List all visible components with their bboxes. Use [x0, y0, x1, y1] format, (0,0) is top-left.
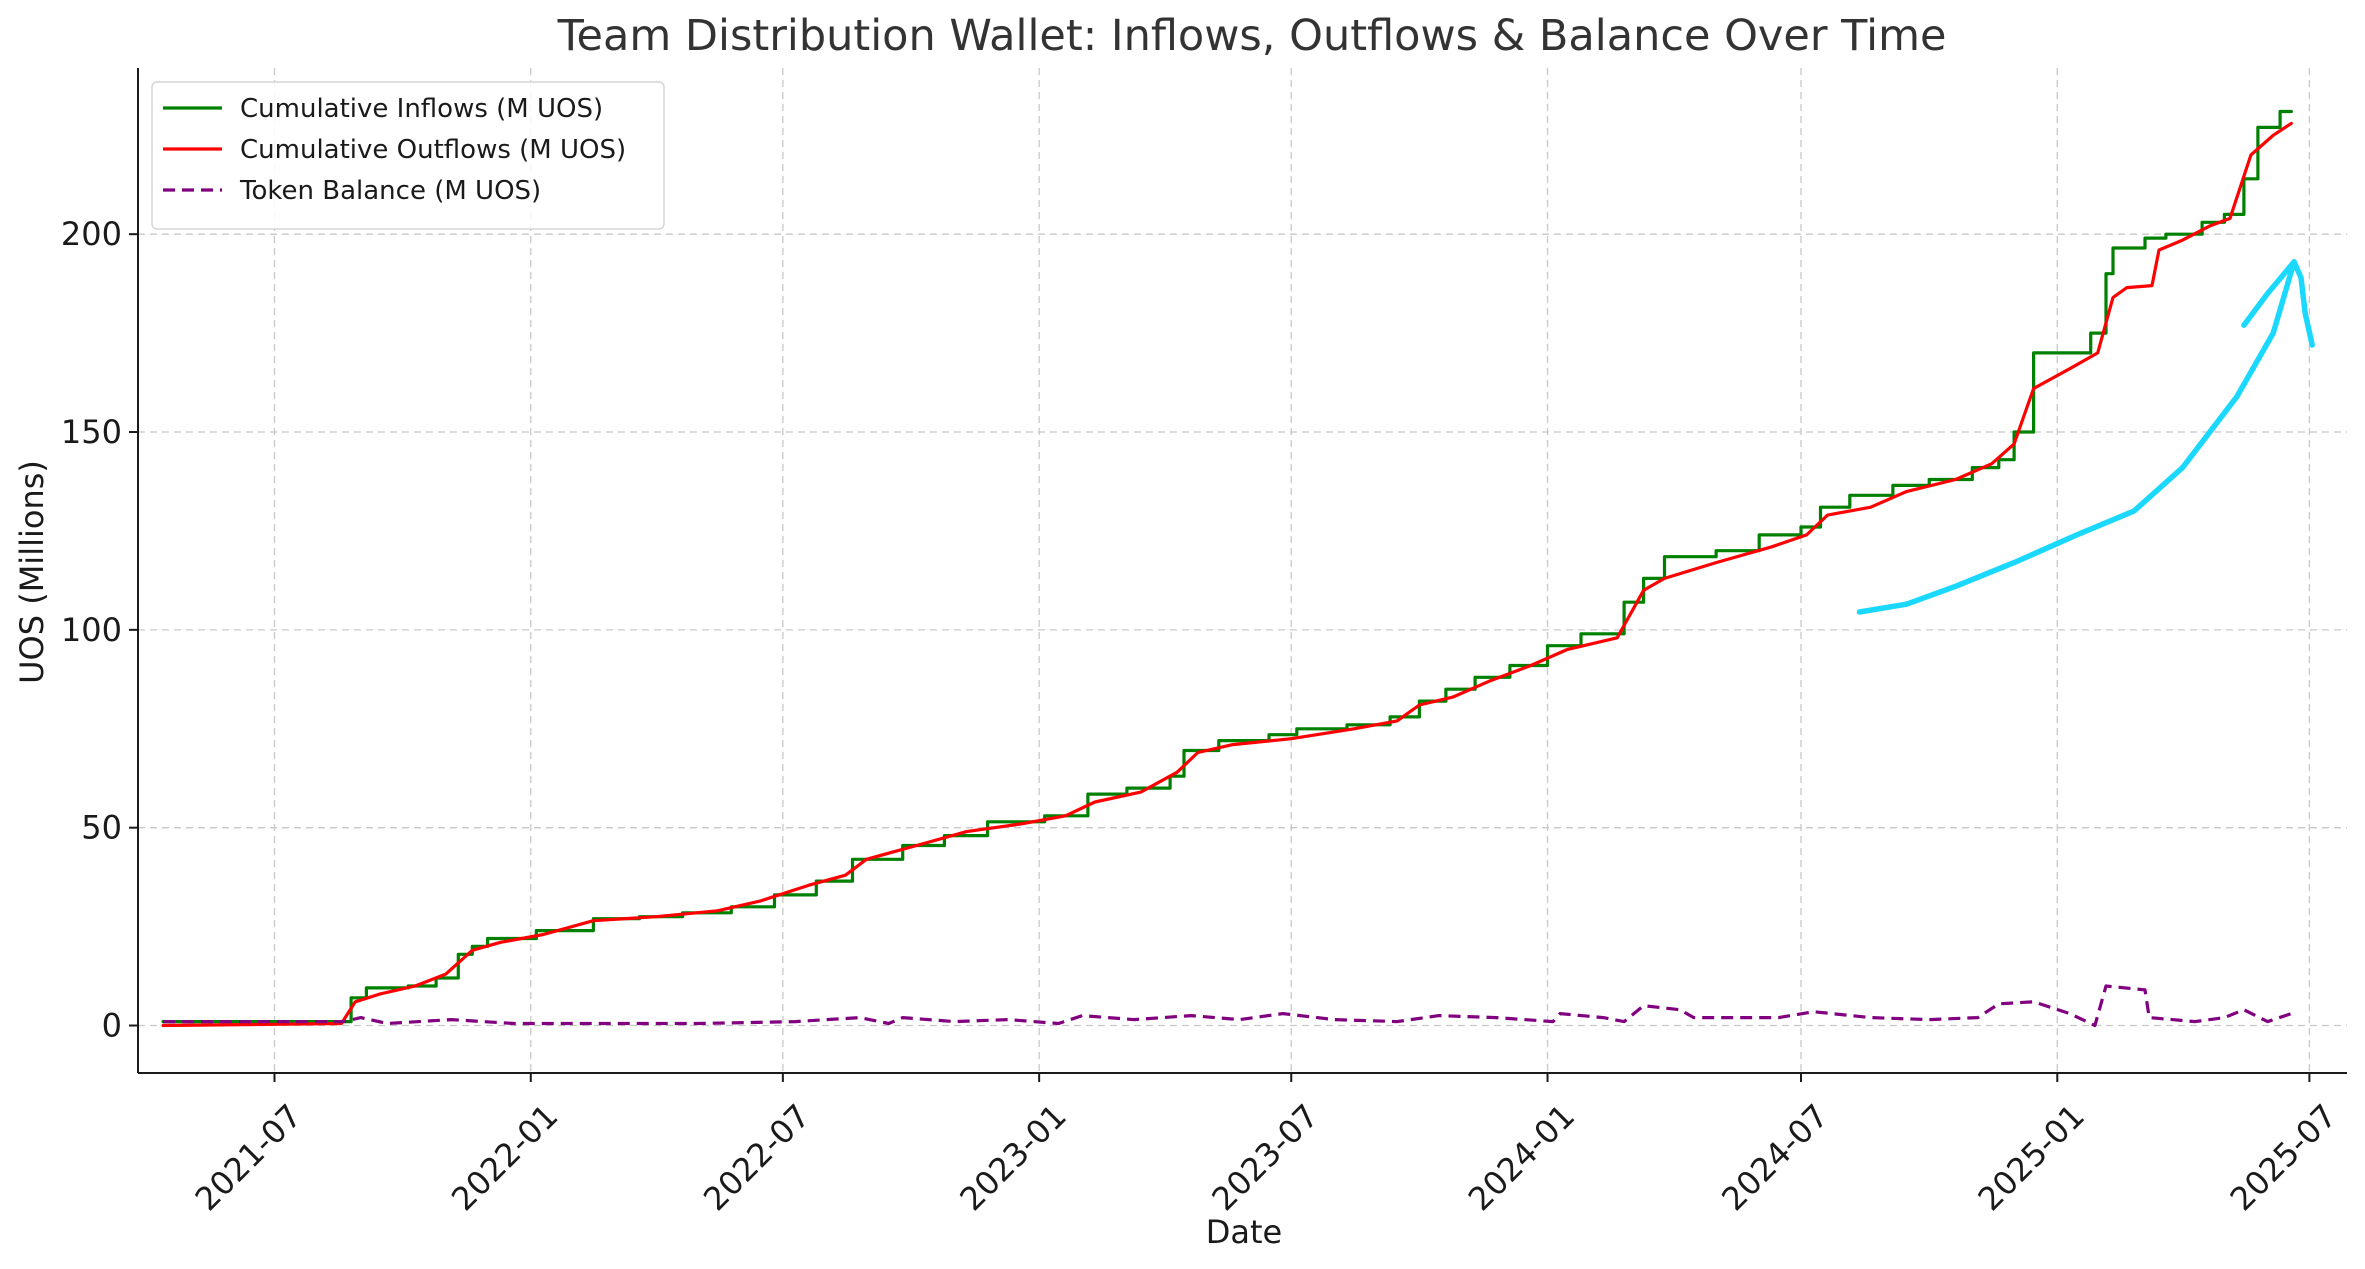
x-tick-label: 2025-07 [2223, 1097, 2344, 1218]
x-tick-label: 2021-07 [188, 1097, 309, 1218]
x-tick-label: 2022-07 [696, 1097, 817, 1218]
y-tick-label: 150 [61, 413, 122, 451]
y-tick-label: 200 [61, 215, 122, 253]
x-tick-label: 2024-01 [1461, 1097, 1582, 1218]
series-token-balance-line [163, 984, 2292, 1028]
x-tick-label: 2023-07 [1204, 1097, 1325, 1218]
y-tick-label: 0 [102, 1007, 122, 1045]
x-tick-label: 2024-07 [1714, 1097, 1835, 1218]
x-tick-label: 2025-01 [1971, 1097, 2092, 1218]
legend-label: Token Balance (M UOS) [239, 176, 541, 206]
y-tick-label: 100 [61, 611, 122, 649]
x-axis-title: Date [1206, 1213, 1282, 1251]
legend-label: Cumulative Inflows (M UOS) [240, 94, 603, 124]
plot-series [161, 109, 2315, 1028]
grid [138, 68, 2347, 1073]
axes: 0 50 100 150 200 2021-07 2022-01 2022-07 2023-01… [61, 68, 2347, 1218]
x-tick-label: 2022-01 [444, 1097, 565, 1218]
series-cumulative-inflows-line [161, 109, 2293, 1024]
overlay-stroke-line [1856, 259, 2315, 615]
y-tick-label: 50 [81, 809, 122, 847]
y-axis-title: UOS (Millions) [13, 460, 51, 684]
legend: Cumulative Inflows (M UOS) Cumulative Out… [151, 81, 665, 230]
legend-label: Cumulative Outflows (M UOS) [240, 135, 626, 165]
legend-box [151, 81, 665, 230]
series-cumulative-outflows-line [161, 121, 2293, 1028]
chart-title: Team Distribution Wallet: Inflows, Outfl… [557, 11, 1947, 61]
overlay-stroke-upper-line [2241, 259, 2297, 328]
x-tick-label: 2023-01 [952, 1097, 1073, 1218]
